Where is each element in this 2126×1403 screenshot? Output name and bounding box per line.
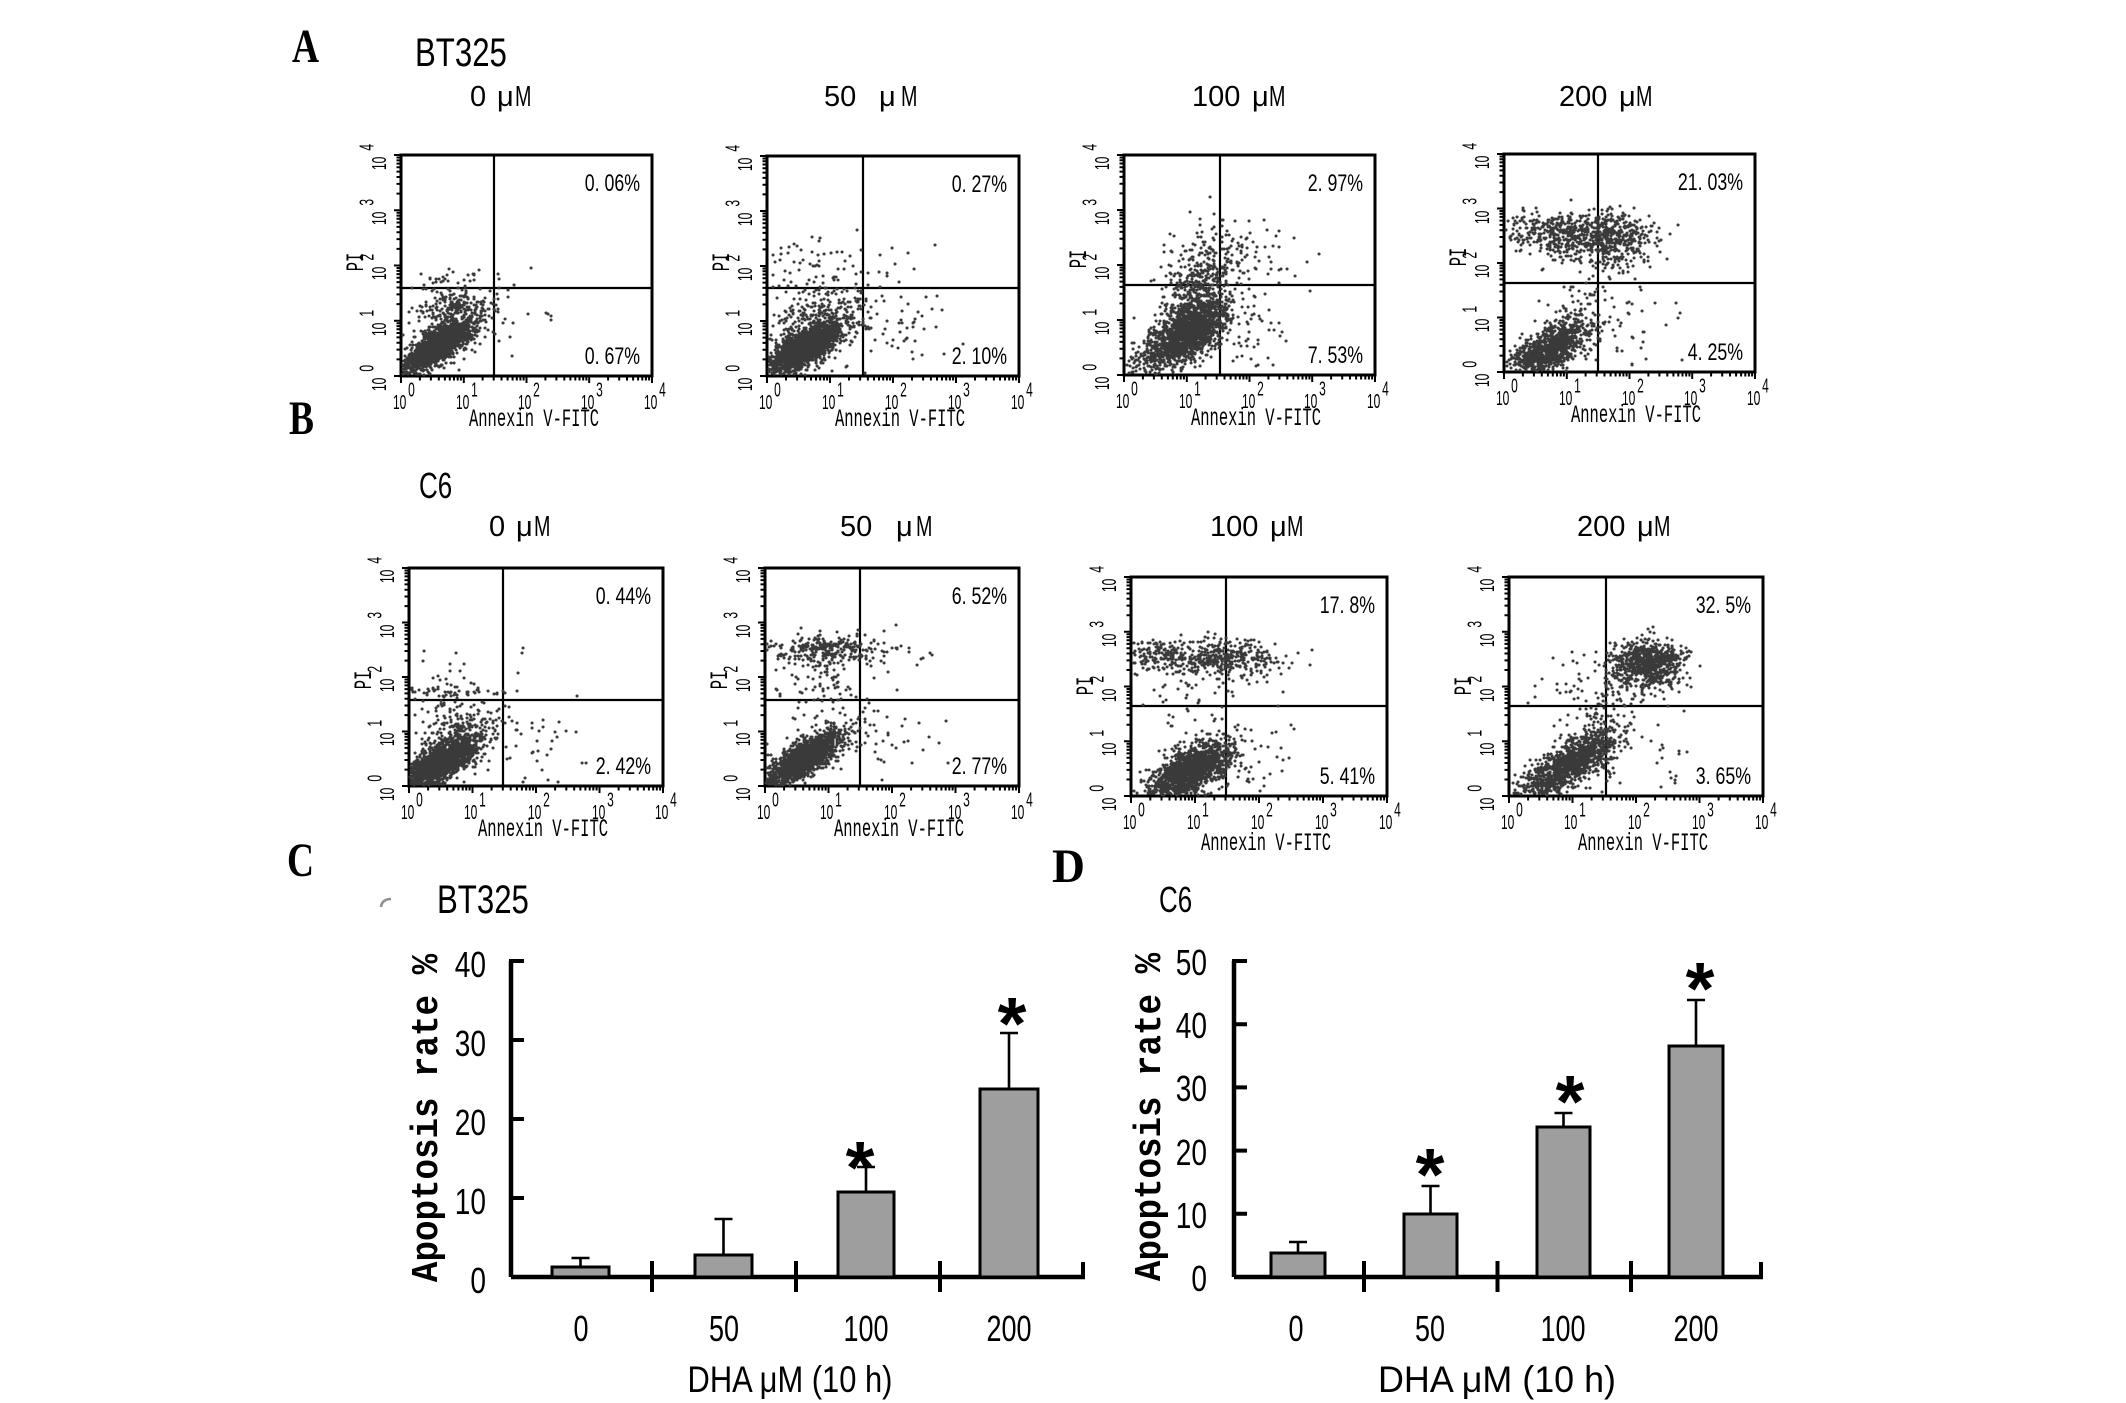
- svg-text:Annexin V-FITC: Annexin V-FITC: [835, 407, 965, 435]
- svg-text:0. 67%: 0. 67%: [585, 344, 640, 370]
- svg-text:Apoptosis rate %: Apoptosis rate %: [1128, 953, 1171, 1281]
- svg-text:5. 41%: 5. 41%: [1320, 764, 1375, 790]
- svg-text:*: *: [846, 1126, 875, 1209]
- svg-text:10: 10: [1176, 1196, 1207, 1236]
- svg-text:M: M: [1636, 81, 1652, 113]
- svg-text:μ: μ: [1252, 81, 1269, 113]
- svg-text:2. 97%: 2. 97%: [1308, 171, 1363, 197]
- svg-text:100: 100: [1192, 81, 1240, 113]
- svg-text:4. 25%: 4. 25%: [1688, 340, 1743, 366]
- svg-text:PI: PI: [1452, 677, 1480, 696]
- svg-text:Annexin V-FITC: Annexin V-FITC: [1191, 406, 1321, 434]
- svg-text:M: M: [1269, 81, 1285, 113]
- svg-text:2. 42%: 2. 42%: [596, 754, 651, 780]
- svg-text:Annexin V-FITC: Annexin V-FITC: [1578, 831, 1708, 859]
- svg-text:17. 8%: 17. 8%: [1320, 593, 1375, 619]
- svg-text:μ: μ: [516, 511, 533, 543]
- svg-text:2. 77%: 2. 77%: [952, 754, 1007, 780]
- svg-text:PI: PI: [1447, 248, 1475, 267]
- svg-text:200: 200: [1559, 81, 1607, 113]
- svg-text:Apoptosis rate %: Apoptosis rate %: [405, 954, 448, 1282]
- svg-text:μ: μ: [879, 81, 896, 113]
- svg-text:50: 50: [1176, 943, 1207, 983]
- svg-text:C6: C6: [419, 466, 452, 506]
- svg-text:40: 40: [1176, 1006, 1207, 1046]
- svg-text:100: 100: [1210, 511, 1258, 543]
- svg-text:DHA μM (10 h): DHA μM (10 h): [688, 1359, 893, 1400]
- svg-text:PI: PI: [1074, 677, 1102, 696]
- svg-text:40: 40: [455, 945, 486, 985]
- svg-text:C: C: [287, 835, 314, 887]
- svg-text:*: *: [998, 982, 1027, 1065]
- svg-text:PI: PI: [708, 671, 736, 690]
- svg-text:6. 52%: 6. 52%: [952, 584, 1007, 610]
- svg-text:M: M: [534, 511, 550, 543]
- svg-text:DHA μM (10 h): DHA μM (10 h): [1378, 1359, 1616, 1401]
- svg-text:PI: PI: [1067, 250, 1095, 269]
- svg-text:30: 30: [455, 1024, 486, 1064]
- svg-text:0. 27%: 0. 27%: [952, 172, 1007, 198]
- svg-text:BT325: BT325: [415, 30, 507, 75]
- svg-text:21. 03%: 21. 03%: [1678, 170, 1743, 196]
- svg-text:A: A: [292, 21, 319, 73]
- svg-text:0. 06%: 0. 06%: [585, 171, 640, 197]
- svg-text:Annexin V-FITC: Annexin V-FITC: [834, 817, 964, 845]
- svg-text:100: 100: [843, 1308, 888, 1349]
- svg-text:*: *: [1556, 1060, 1585, 1143]
- svg-text:M: M: [1654, 511, 1670, 543]
- svg-text:μ: μ: [896, 511, 913, 543]
- svg-text:200: 200: [1673, 1308, 1718, 1349]
- svg-text:Annexin V-FITC: Annexin V-FITC: [469, 407, 599, 435]
- svg-text:50: 50: [1415, 1308, 1445, 1349]
- svg-text:*: *: [1686, 947, 1715, 1030]
- svg-text:M: M: [916, 511, 932, 543]
- svg-text:2. 10%: 2. 10%: [952, 344, 1007, 370]
- svg-text:0: 0: [470, 1261, 486, 1301]
- svg-text:μ: μ: [1270, 511, 1287, 543]
- svg-text:D: D: [1052, 840, 1085, 893]
- svg-text:100: 100: [1540, 1308, 1585, 1349]
- svg-text:50: 50: [709, 1308, 739, 1349]
- svg-text:PI: PI: [352, 671, 380, 690]
- svg-text:30: 30: [1176, 1069, 1207, 1109]
- svg-text:PI: PI: [710, 253, 738, 272]
- svg-text:M: M: [901, 81, 917, 113]
- svg-text:μ: μ: [1619, 81, 1636, 113]
- svg-text:200: 200: [986, 1308, 1031, 1349]
- svg-text:0: 0: [1191, 1259, 1207, 1299]
- svg-text:50: 50: [840, 511, 872, 543]
- svg-text:32. 5%: 32. 5%: [1696, 593, 1751, 619]
- svg-text:B: B: [289, 393, 314, 445]
- svg-text:20: 20: [455, 1103, 486, 1143]
- svg-text:M: M: [1287, 511, 1303, 543]
- svg-text:Annexin V-FITC: Annexin V-FITC: [1201, 831, 1331, 859]
- svg-text:*: *: [1416, 1133, 1445, 1216]
- svg-text:BT325: BT325: [437, 877, 529, 922]
- svg-text:μ: μ: [497, 81, 514, 113]
- svg-text:0. 44%: 0. 44%: [596, 584, 651, 610]
- svg-text:Annexin V-FITC: Annexin V-FITC: [478, 817, 608, 845]
- svg-text:0: 0: [1288, 1308, 1303, 1349]
- svg-text:μ: μ: [1637, 511, 1654, 543]
- svg-text:Annexin V-FITC: Annexin V-FITC: [1571, 403, 1701, 431]
- svg-text:3. 65%: 3. 65%: [1696, 764, 1751, 790]
- svg-text:200: 200: [1577, 511, 1625, 543]
- svg-text:C6: C6: [1159, 880, 1192, 920]
- svg-text:20: 20: [1176, 1133, 1207, 1173]
- svg-text:0: 0: [470, 81, 486, 113]
- svg-text:7. 53%: 7. 53%: [1308, 343, 1363, 369]
- svg-text:M: M: [515, 81, 531, 113]
- svg-text:PI: PI: [344, 253, 372, 272]
- svg-text:10: 10: [455, 1182, 486, 1222]
- svg-text:50: 50: [824, 81, 856, 113]
- svg-text:0: 0: [573, 1308, 588, 1349]
- svg-text:0: 0: [489, 511, 505, 543]
